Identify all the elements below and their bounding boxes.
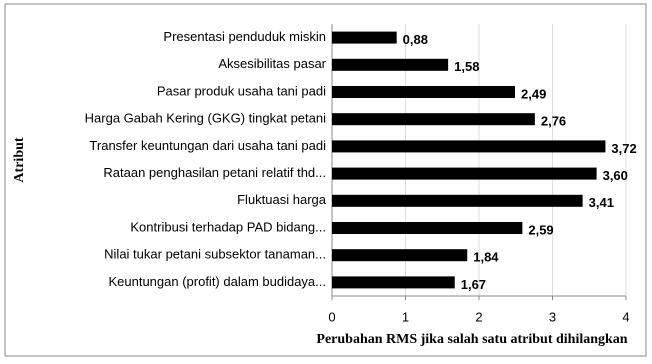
y-tick-label: Rataan penghasilan petani relatif thd... xyxy=(103,165,326,180)
value-label: 1,84 xyxy=(473,250,499,265)
bar xyxy=(332,113,535,126)
x-tick-label: 2 xyxy=(475,309,482,324)
value-label: 2,59 xyxy=(528,222,553,237)
x-tick-label: 0 xyxy=(328,309,335,324)
value-label: 3,72 xyxy=(611,141,636,156)
bar xyxy=(332,222,523,234)
value-label: 1,67 xyxy=(461,277,486,292)
y-tick-label: Pasar produk usaha tani padi xyxy=(157,83,326,98)
bar xyxy=(332,140,606,153)
bar xyxy=(332,276,455,289)
value-label: 3,41 xyxy=(589,195,614,210)
x-tick-label: 1 xyxy=(402,309,409,324)
bar xyxy=(332,249,468,262)
value-label: 0,88 xyxy=(403,32,428,47)
bar xyxy=(332,31,397,44)
y-axis-title: Atribut xyxy=(12,137,27,182)
value-label: 2,76 xyxy=(541,114,566,129)
y-tick-label: Transfer keuntungan dari usaha tani padi xyxy=(89,138,326,153)
y-tick-label: Aksesibilitas pasar xyxy=(218,56,326,71)
bar xyxy=(332,194,583,207)
x-tick-label: 4 xyxy=(622,309,629,324)
y-tick-label: Kontribusi terhadap PAD bidang... xyxy=(130,219,326,234)
y-tick-label: Fluktuasi harga xyxy=(237,192,327,207)
x-tick-label: 3 xyxy=(549,309,556,324)
chart-border xyxy=(4,3,647,357)
y-tick-label: Nilai tukar petani subsektor tanaman... xyxy=(104,247,326,262)
bar xyxy=(332,86,516,98)
bar xyxy=(332,58,449,71)
y-tick-label: Presentasi penduduk miskin xyxy=(163,29,326,44)
value-label: 2,49 xyxy=(521,86,546,101)
y-tick-label: Harga Gabah Kering (GKG) tingkat petani xyxy=(85,111,326,126)
bar xyxy=(332,167,597,180)
value-label: 1,58 xyxy=(454,59,479,74)
x-axis-title: Perubahan RMS jika salah satu atribut di… xyxy=(316,332,627,347)
y-tick-label: Keuntungan (profit) dalam budidaya... xyxy=(108,274,326,289)
value-label: 3,60 xyxy=(603,168,628,183)
